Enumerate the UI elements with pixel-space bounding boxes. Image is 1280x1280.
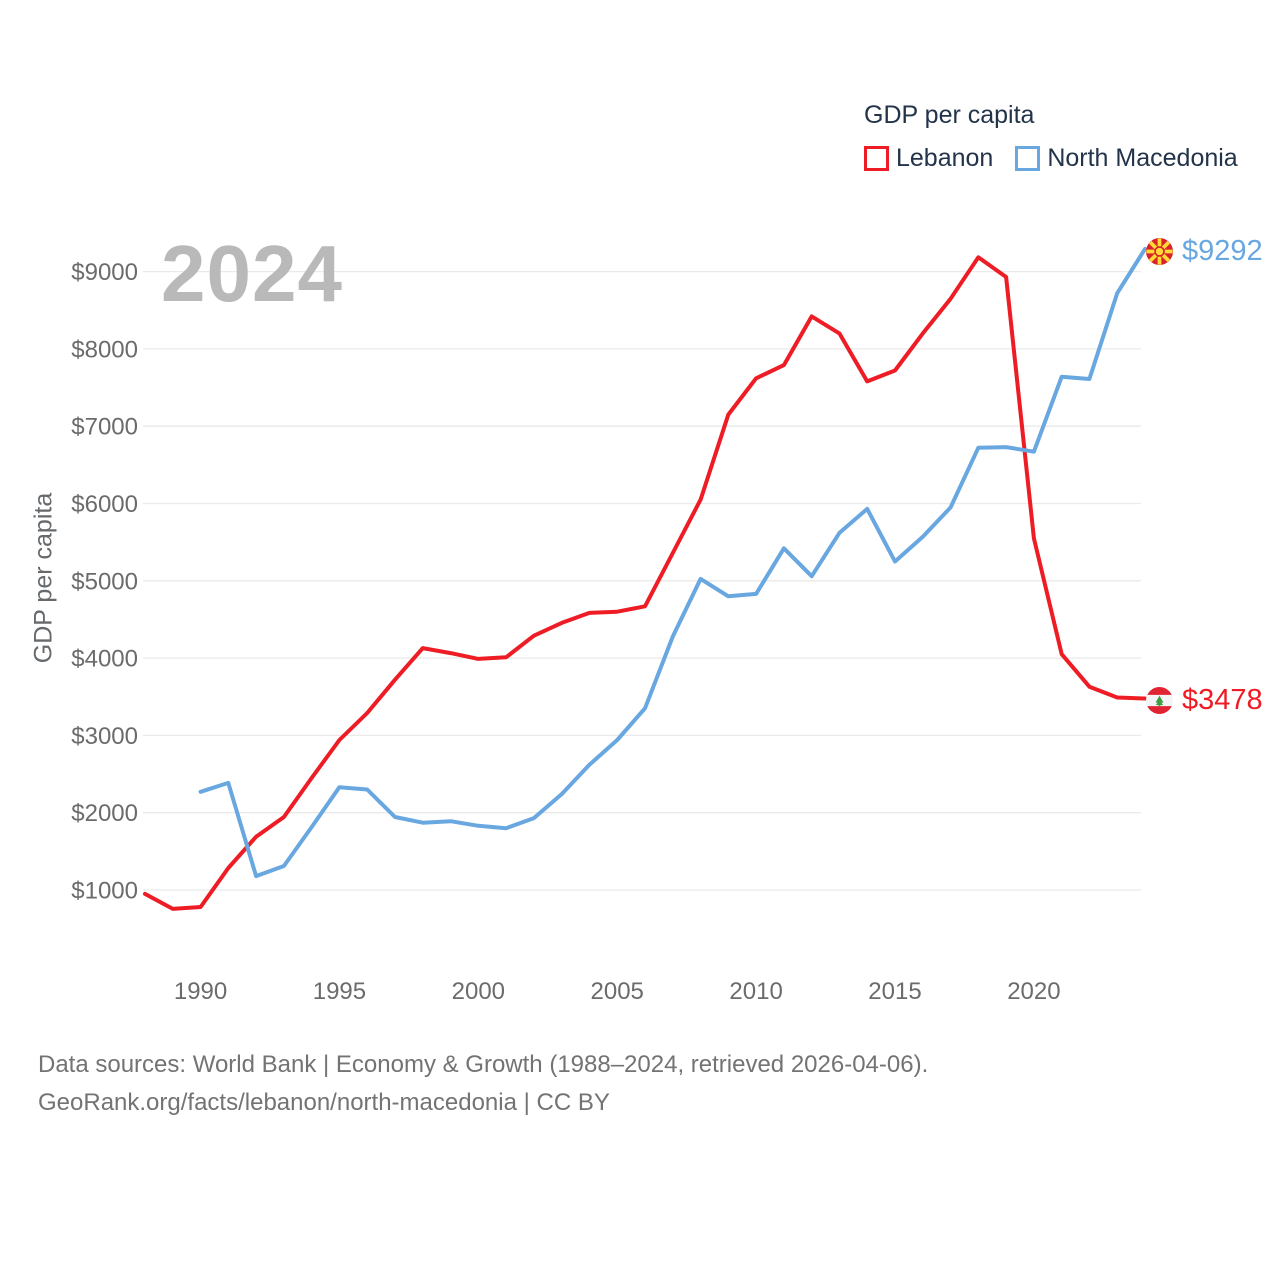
footer-source-line: Data sources: World Bank | Economy & Gro… bbox=[38, 1051, 929, 1078]
lebanon-flag-icon bbox=[1146, 686, 1173, 714]
lebanon-end-label: $3478 bbox=[1146, 684, 1263, 717]
north-macedonia-end-label: $9292 bbox=[1146, 235, 1263, 268]
north-macedonia-swatch-icon bbox=[1015, 146, 1041, 171]
y-axis-tick-label: $4000 bbox=[71, 646, 138, 673]
y-axis-title: GDP per capita bbox=[29, 492, 58, 664]
footer: Data sources: World Bank | Economy & Gro… bbox=[38, 1046, 928, 1122]
x-axis-tick-label: 2010 bbox=[729, 978, 782, 1005]
legend-item-label: North Macedonia bbox=[1047, 144, 1238, 172]
legend: GDP per capita Lebanon North Macedonia bbox=[864, 101, 1238, 173]
x-axis-tick-label: 2005 bbox=[591, 978, 644, 1005]
x-axis-tick-label: 1995 bbox=[313, 978, 366, 1005]
y-axis-tick-label: $3000 bbox=[71, 723, 138, 750]
watermark-year: 2024 bbox=[161, 229, 343, 318]
y-axis-tick-label: $9000 bbox=[71, 259, 138, 286]
north-macedonia-line bbox=[198, 247, 1147, 879]
y-axis-tick-label: $7000 bbox=[71, 414, 138, 441]
north-macedonia-flag-icon bbox=[1146, 237, 1173, 265]
legend-items: Lebanon North Macedonia bbox=[864, 144, 1238, 173]
footer-attribution-line: GeoRank.org/facts/lebanon/north-macedoni… bbox=[38, 1089, 610, 1116]
legend-item-label: Lebanon bbox=[896, 144, 994, 172]
legend-item-north-macedonia: North Macedonia bbox=[1015, 144, 1238, 173]
legend-item-lebanon: Lebanon bbox=[864, 144, 993, 173]
north-macedonia-end-value: $9292 bbox=[1182, 234, 1263, 267]
lebanon-end-value: $3478 bbox=[1182, 683, 1263, 716]
y-axis-tick-label: $8000 bbox=[71, 336, 138, 363]
x-axis-tick-label: 2015 bbox=[868, 978, 921, 1005]
y-axis-tick-label: $5000 bbox=[71, 568, 138, 595]
x-axis-tick-label: 2020 bbox=[1007, 978, 1060, 1005]
legend-title: GDP per capita bbox=[864, 101, 1035, 129]
y-axis-tick-label: $2000 bbox=[71, 800, 138, 827]
y-axis-tick-label: $6000 bbox=[71, 491, 138, 518]
x-axis-tick-label: 1990 bbox=[174, 978, 227, 1005]
y-axis-tick-label: $1000 bbox=[71, 878, 138, 905]
x-axis-tick-label: 2000 bbox=[452, 978, 505, 1005]
lebanon-swatch-icon bbox=[864, 146, 889, 171]
lebanon-line bbox=[143, 255, 1147, 911]
